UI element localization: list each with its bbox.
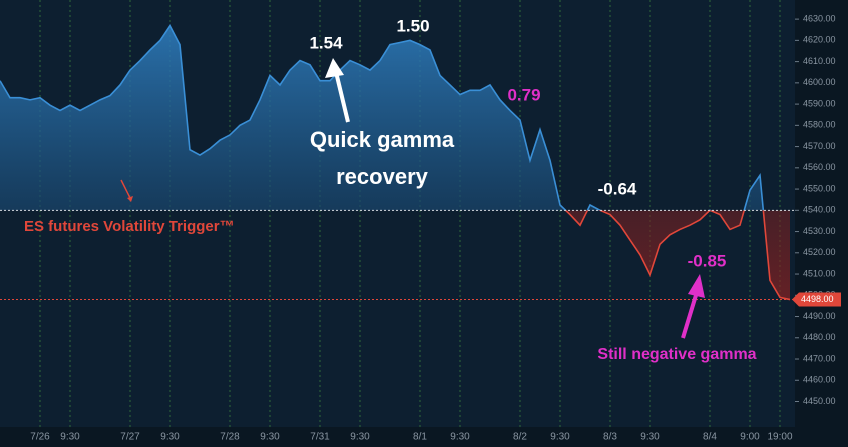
x-tick-label: 9:30 (60, 432, 80, 443)
callout-arrow (681, 291, 699, 339)
x-tick-label: 8/2 (513, 432, 527, 443)
y-tick-label: 4530.00 (803, 226, 836, 236)
callout-arrow-head (688, 274, 705, 298)
y-tick-label: 4470.00 (803, 353, 836, 363)
annotation: 0.79 (507, 85, 540, 104)
area-above (0, 25, 790, 211)
callout-arrow-head (325, 58, 344, 78)
callout-arrow (334, 71, 350, 123)
x-tick-label: 9:30 (260, 432, 280, 443)
trigger-label: ES futures Volatility Trigger™ (24, 218, 235, 235)
price-line (0, 23, 765, 211)
y-tick-label: 4590.00 (803, 98, 836, 108)
last-price-label: 4498.00 (801, 294, 834, 304)
y-tick-label: 4630.00 (803, 13, 836, 23)
x-tick-label: 9:30 (550, 432, 570, 443)
y-tick-label: 4460.00 (803, 375, 836, 385)
axis-panel (795, 0, 848, 447)
annotation: -0.85 (688, 251, 727, 270)
pointer-arrow (120, 179, 132, 201)
annotation: 1.50 (396, 16, 429, 35)
y-tick-label: 4520.00 (803, 247, 836, 257)
annotation: Quick gamma (310, 127, 455, 152)
x-tick-label: 8/1 (413, 432, 427, 443)
pointer-arrow-head (127, 196, 133, 202)
x-tick-label: 8/3 (603, 432, 617, 443)
annotation: 1.54 (309, 33, 343, 52)
x-tick-label: 7/31 (310, 432, 330, 443)
annotation: Still negative gamma (597, 346, 756, 363)
y-tick-label: 4510.00 (803, 268, 836, 278)
y-tick-label: 4570.00 (803, 141, 836, 151)
annotation: -0.64 (598, 179, 637, 198)
y-tick-label: 4480.00 (803, 332, 836, 342)
y-tick-label: 4550.00 (803, 183, 836, 193)
x-tick-label: 9:30 (160, 432, 180, 443)
area-below (565, 210, 790, 300)
y-tick-label: 4600.00 (803, 77, 836, 87)
y-tick-label: 4580.00 (803, 120, 836, 130)
price-line-below (564, 210, 791, 301)
y-tick-label: 4540.00 (803, 205, 836, 215)
x-tick-label: 9:30 (350, 432, 370, 443)
y-tick-label: 4620.00 (803, 35, 836, 45)
x-tick-label: 7/27 (120, 432, 140, 443)
y-tick-label: 4610.00 (803, 56, 836, 66)
x-tick-label: 8/4 (703, 432, 717, 443)
x-tick-label: 7/28 (220, 432, 240, 443)
annotation: recovery (336, 164, 429, 189)
x-tick-label: 7/26 (30, 432, 50, 443)
x-tick-label: 9:00 (740, 432, 760, 443)
x-tick-label: 9:30 (450, 432, 470, 443)
x-tick-label: 19:00 (767, 432, 792, 443)
y-tick-label: 4490.00 (803, 311, 836, 321)
y-tick-label: 4560.00 (803, 162, 836, 172)
y-tick-label: 4450.00 (803, 396, 836, 406)
x-axis-panel (0, 427, 795, 447)
last-price-tag (792, 292, 841, 307)
x-tick-label: 9:30 (640, 432, 660, 443)
